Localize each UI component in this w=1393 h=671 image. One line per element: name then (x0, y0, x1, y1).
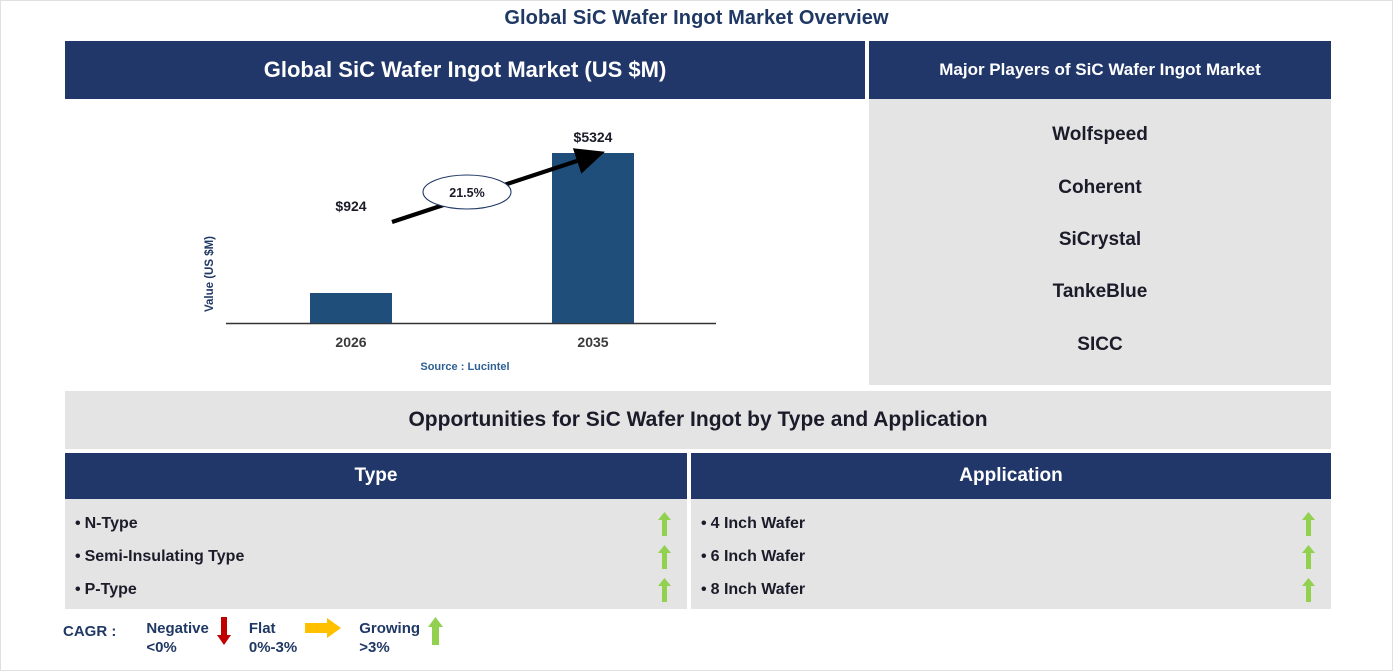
type-table-header: Type (65, 453, 687, 499)
arrow-down-icon (216, 617, 231, 645)
page-title: Global SiC Wafer Ingot Market Overview (504, 7, 889, 29)
application-table-header: Application (691, 453, 1331, 499)
arrow-up-icon (658, 544, 671, 569)
svg-text:2035: 2035 (577, 334, 608, 350)
svg-text:21.5%: 21.5% (449, 186, 484, 200)
arrow-up-icon (1302, 511, 1315, 536)
svg-text:$924: $924 (335, 198, 366, 214)
chart-panel-header: Global SiC Wafer Ingot Market (US $M) (65, 41, 865, 99)
list-item: Coherent (1058, 176, 1142, 198)
application-table-header-label: Application (959, 465, 1063, 486)
list-item: Wolfspeed (1052, 124, 1148, 146)
table-row: • N-Type (65, 507, 687, 540)
type-item-label-2: • P-Type (75, 580, 137, 598)
arrow-up-icon (1302, 577, 1315, 602)
application-item-label-1: • 6 Inch Wafer (701, 547, 806, 565)
cagr-negative-name: Negative (146, 620, 209, 637)
cagr-legend-item-flat: Flat 0%-3% (249, 613, 349, 657)
cagr-flat-name: Flat (248, 620, 276, 637)
type-item-label-0: • N-Type (75, 514, 138, 532)
arrow-up-icon (658, 511, 671, 536)
application-item-label-0: • 4 Inch Wafer (701, 514, 806, 532)
cagr-growing-range: >3% (359, 639, 390, 656)
svg-text:Value (US $M): Value (US $M) (204, 236, 216, 312)
cagr-negative-range: <0% (146, 639, 177, 656)
cagr-legend-title: CAGR : (63, 623, 117, 640)
table-row: • P-Type (65, 573, 687, 606)
cagr-legend-item-negative: Negative <0% (146, 613, 239, 657)
players-panel-header-label: Major Players of SiC Wafer Ingot Market (939, 60, 1261, 79)
table-row: • 4 Inch Wafer (691, 507, 1331, 540)
application-table: Application • 4 Inch Wafer • 6 Inch Wafer … (691, 453, 1331, 609)
type-table-body: • N-Type • Semi-Insulating Type • P-Type (65, 499, 687, 609)
cagr-callout-ellipse (422, 174, 512, 210)
application-table-body: • 4 Inch Wafer • 6 Inch Wafer • 8 Inch Wafe… (691, 499, 1331, 609)
list-item: SICC (1077, 333, 1123, 355)
bar-chart-svg: Value (US $M) 21.5% $924 $5324 2026 2035 (204, 129, 716, 350)
players-panel-header: Major Players of SiC Wafer Ingot Market (869, 41, 1331, 99)
arrow-up-icon (428, 617, 444, 645)
svg-text:$5324: $5324 (574, 129, 613, 145)
opportunities-band: Opportunities for SiC Wafer Ingot by Typ… (65, 391, 1331, 449)
chart-source-label: Source : Lucintel (420, 361, 510, 373)
arrow-up-icon (1302, 544, 1315, 569)
type-table: Type • N-Type • Semi-Insulating Type • P-Ty… (65, 453, 687, 609)
market-bar-chart: Value (US $M) 21.5% $924 $5324 2026 2035… (65, 99, 865, 385)
list-item: TankeBlue (1052, 281, 1148, 303)
cagr-legend: CAGR : Negative <0% Flat 0%-3% Growing >… (63, 613, 461, 669)
cagr-flat-range: 0%-3% (248, 639, 298, 656)
list-item: SiCrystal (1058, 228, 1142, 250)
cagr-legend-item-growing: Growing >3% (359, 613, 451, 657)
table-row: • Semi-Insulating Type (65, 540, 687, 573)
type-item-label-1: • Semi-Insulating Type (75, 547, 245, 565)
table-row: • 6 Inch Wafer (691, 540, 1331, 573)
major-players-list: Wolfspeed Coherent SiCrystal TankeBlue S… (869, 99, 1331, 385)
table-row: • 8 Inch Wafer (691, 573, 1331, 606)
arrow-up-icon (658, 577, 671, 602)
chart-panel-header-label: Global SiC Wafer Ingot Market (US $M) (263, 57, 667, 82)
arrow-right-icon (305, 618, 342, 638)
svg-text:2026: 2026 (335, 334, 366, 350)
cagr-growing-name: Growing (359, 620, 421, 637)
opportunities-band-title: Opportunities for SiC Wafer Ingot by Typ… (408, 408, 988, 431)
application-item-label-2: • 8 Inch Wafer (701, 580, 806, 598)
type-table-header-label: Type (354, 465, 398, 486)
